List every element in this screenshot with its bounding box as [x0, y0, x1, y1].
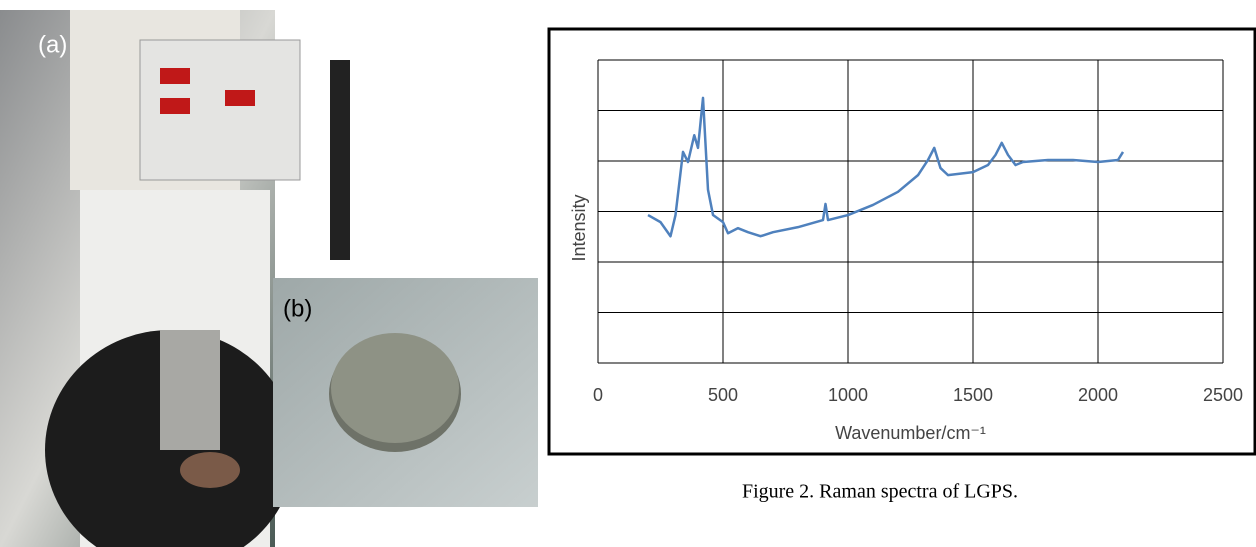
x-tick-label: 1000 — [828, 385, 868, 405]
x-axis-label: Wavenumber/cm⁻¹ — [835, 423, 986, 443]
y-axis-label: Intensity — [569, 194, 589, 261]
chart-frame — [549, 29, 1255, 454]
panel-label: (a) — [38, 31, 67, 58]
x-tick-label: 2000 — [1078, 385, 1118, 405]
panel-label: (b) — [283, 295, 312, 322]
x-tick-label: 2500 — [1203, 385, 1243, 405]
x-tick-label: 0 — [593, 385, 603, 405]
x-tick-label: 500 — [708, 385, 738, 405]
page: (a) (b) 0 500 1000 1500 2000 2500 Wavenumber/c… — [0, 0, 1256, 547]
caption: Figure 2. Raman spectra of LGPS. — [742, 481, 1018, 503]
photo-b — [273, 278, 538, 507]
x-tick-label: 1500 — [953, 385, 993, 405]
figure: (a) (b) 0 500 1000 1500 2000 2500 Wavenumber/c… — [0, 0, 1256, 547]
